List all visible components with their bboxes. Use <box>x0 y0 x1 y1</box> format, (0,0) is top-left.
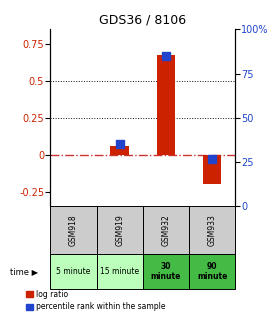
Text: 30
minute: 30 minute <box>151 262 181 281</box>
Bar <box>50 206 97 254</box>
Text: GSM918: GSM918 <box>69 214 78 246</box>
Text: GSM932: GSM932 <box>161 214 171 246</box>
Text: GSM919: GSM919 <box>115 214 124 246</box>
Text: time ▶: time ▶ <box>10 267 38 276</box>
Text: 90
minute: 90 minute <box>197 262 227 281</box>
Bar <box>189 206 235 254</box>
Point <box>210 156 214 161</box>
Legend: log ratio, percentile rank within the sample: log ratio, percentile rank within the sa… <box>27 290 165 312</box>
Bar <box>110 146 129 155</box>
Text: 15 minute: 15 minute <box>100 267 139 276</box>
Title: GDS36 / 8106: GDS36 / 8106 <box>99 14 186 27</box>
Text: 5 minute: 5 minute <box>56 267 91 276</box>
Bar <box>97 254 143 289</box>
Point <box>164 53 168 59</box>
Bar <box>143 206 189 254</box>
Bar <box>50 254 97 289</box>
Bar <box>157 55 175 155</box>
Bar <box>97 206 143 254</box>
Bar <box>203 155 221 184</box>
Bar <box>189 254 235 289</box>
Point <box>117 142 122 147</box>
Text: GSM933: GSM933 <box>207 214 217 246</box>
Bar <box>143 254 189 289</box>
